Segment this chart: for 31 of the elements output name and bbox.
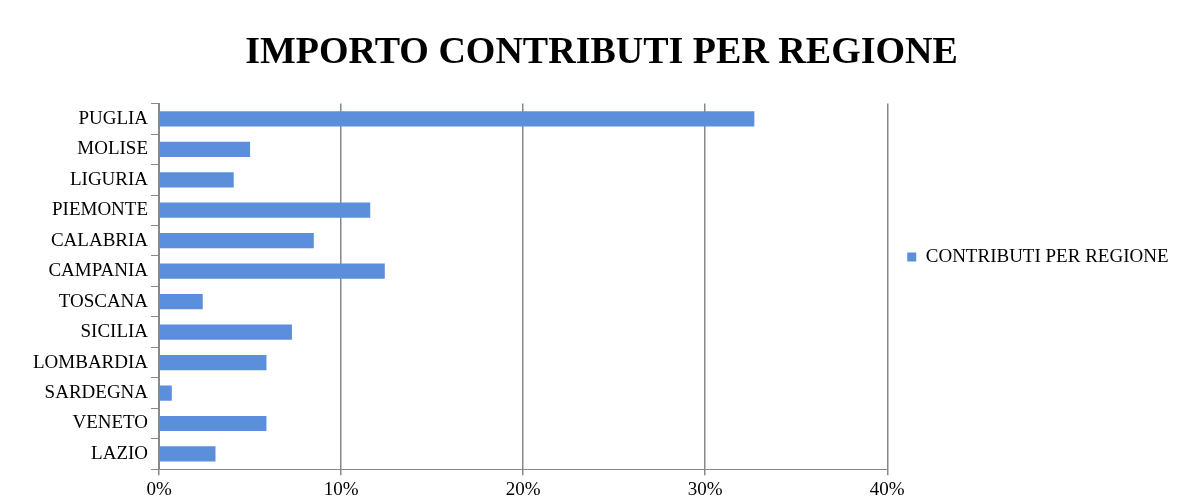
x-tick-label: 30% xyxy=(687,477,723,499)
legend-label: CONTRIBUTI PER REGIONE xyxy=(925,244,1169,266)
y-tick-label: VENETO xyxy=(72,411,149,433)
y-tick-label: MOLISE xyxy=(77,137,149,159)
bar xyxy=(159,415,267,432)
y-tick-label: LAZIO xyxy=(91,441,149,463)
bar xyxy=(159,172,234,188)
x-tick-label: 0% xyxy=(146,477,172,499)
y-tick-label: PUGLIA xyxy=(78,106,149,128)
y-tick-label: CAMPANIA xyxy=(48,259,149,281)
bar xyxy=(159,324,292,340)
bar xyxy=(159,111,755,127)
bar xyxy=(159,446,216,462)
x-tick-label: 10% xyxy=(323,477,359,499)
y-tick-label: SARDEGNA xyxy=(44,381,149,403)
y-tick-label: SICILIA xyxy=(80,320,149,342)
chart-title: IMPORTO CONTRIBUTI PER REGIONE xyxy=(245,28,958,71)
bar xyxy=(159,141,251,157)
y-tick-label: TOSCANA xyxy=(58,289,149,311)
bar xyxy=(159,202,371,218)
x-tick-label: 40% xyxy=(869,477,905,499)
x-tick-label: 20% xyxy=(505,477,541,499)
bar xyxy=(159,263,385,279)
bar xyxy=(159,385,172,401)
bar xyxy=(159,354,267,371)
bar xyxy=(159,294,203,310)
bar xyxy=(159,233,314,249)
y-tick-label: CALABRIA xyxy=(50,228,149,250)
y-tick-label: PIEMONTE xyxy=(52,198,149,220)
y-tick-label: LIGURIA xyxy=(69,167,149,189)
y-tick-label: LOMBARDIA xyxy=(33,350,149,372)
